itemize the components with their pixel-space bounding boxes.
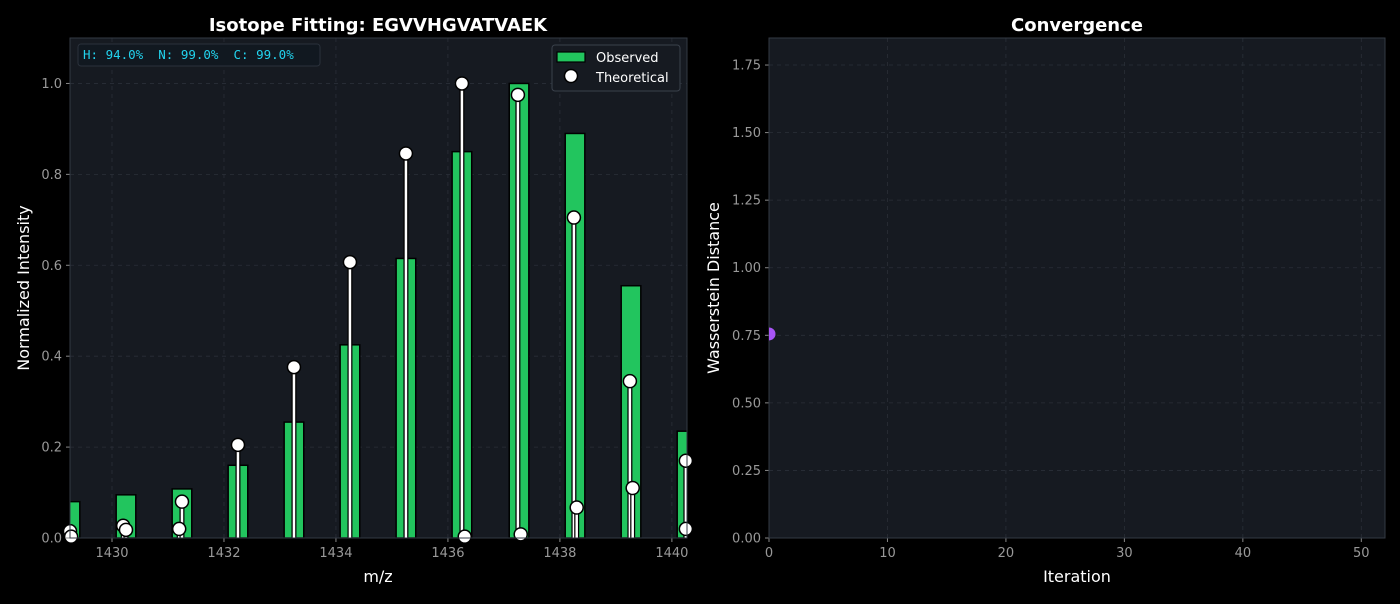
theoretical-marker [513,527,528,542]
y-tick-label: 0.0 [41,532,62,547]
convergence-point [769,327,776,341]
theoretical-marker [63,529,79,544]
y-tick-label: 0.4 [41,350,62,365]
legend-theoretical-label: Theoretical [595,71,669,86]
x-tick-label: 1436 [431,546,464,561]
convergence-chart: Convergence 0 10 20 30 40 50 0.00 0.25 0.50 0.75 1… [704,15,1386,586]
x-tick-label: 1434 [319,546,352,561]
theoretical-marker [342,254,358,270]
element-ratio-annotation: H: 94.0% N: 99.0% C: 99.0% [77,43,321,67]
convergence-axes: 0 10 20 30 40 50 0.00 0.25 0.50 0.75 1.00 1.25 1.50 1… [732,37,1386,561]
observed-bar [70,500,81,538]
isotope-axes: 1430 1432 1434 1436 1438 1440 0.0 0.2 0.4 0.6 0.8 1… [41,37,688,561]
x-tick-label: 1438 [543,546,576,561]
legend-theoretical-marker [563,68,579,84]
y-tick-label: 0.75 [732,329,761,344]
y-tick-label: 0.2 [41,441,62,456]
theoretical-marker [171,521,187,537]
isotope-x-label: m/z [363,567,392,586]
theoretical-marker [174,494,190,509]
convergence-points [769,327,776,341]
y-tick-label: 1.0 [41,77,62,92]
legend-observed-label: Observed [596,51,659,66]
convergence-plot-area [769,38,1385,538]
theoretical-marker [286,359,302,375]
x-tick-label: 1432 [207,546,240,561]
x-tick-label: 20 [998,546,1015,561]
x-tick-label: 10 [879,546,896,561]
y-tick-label: 0.8 [41,168,62,183]
x-tick-label: 50 [1353,546,1370,561]
x-tick-label: 0 [765,546,773,561]
legend-observed-swatch [556,51,586,63]
theoretical-marker [622,373,638,389]
y-tick-label: 1.75 [732,59,761,74]
plot-frame [69,37,688,539]
theoretical-marker [625,480,640,496]
theoretical-marker [230,437,246,453]
isotope-y-label: Normalized Intensity [14,205,33,370]
isotope-chart: Isotope Fitting: EGVVHGVATVAEK 1430 1432 1… [14,15,694,586]
y-tick-label: 1.50 [732,126,761,141]
annotation-box [77,43,321,67]
theoretical-marker [457,529,472,544]
y-tick-label: 0.00 [732,532,761,547]
y-tick-label: 1.25 [732,194,761,209]
theoretical-marker [678,521,694,537]
plot-frame [768,37,1386,539]
isotope-plot-area [70,38,687,538]
theoretical-stems [62,76,694,544]
theoretical-marker [118,522,134,538]
theoretical-marker [510,87,526,103]
theoretical-marker [566,210,582,225]
y-tick-label: 0.25 [732,464,761,479]
x-tick-label: 1440 [655,546,688,561]
y-tick-label: 0.6 [41,259,62,274]
theoretical-marker [569,500,584,515]
x-tick-label: 30 [1116,546,1133,561]
theoretical-marker [398,146,414,161]
legend: Observed Theoretical [551,44,681,92]
convergence-y-label: Wasserstein Distance [704,202,723,374]
theoretical-marker [678,453,694,468]
annotation-text: H: 94.0% N: 99.0% C: 99.0% [83,47,294,62]
theoretical-marker [454,76,470,91]
x-tick-label: 1430 [95,546,128,561]
convergence-chart-title: Convergence [1011,15,1143,36]
x-tick-label: 40 [1235,546,1252,561]
y-tick-label: 0.50 [732,396,761,411]
y-tick-label: 1.00 [732,261,761,276]
isotope-chart-title: Isotope Fitting: EGVVHGVATVAEK [209,15,548,36]
convergence-x-label: Iteration [1043,567,1111,586]
